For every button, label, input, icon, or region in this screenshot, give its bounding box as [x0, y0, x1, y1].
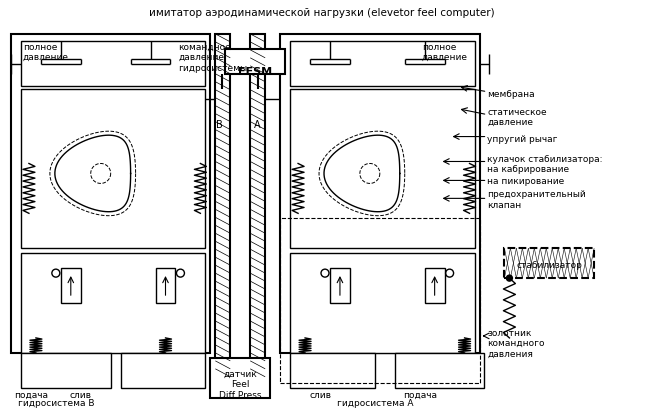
Bar [155, 268, 175, 303]
Bar [21, 254, 205, 353]
Bar [504, 249, 594, 279]
Text: подача: подача [402, 390, 437, 399]
Text: слив: слив [70, 390, 92, 399]
Text: слив: слив [309, 390, 331, 399]
Text: на пикирование: на пикирование [488, 177, 565, 186]
Text: мембрана: мембрана [488, 90, 535, 99]
Bar [290, 90, 475, 249]
Bar [21, 90, 205, 249]
Text: предохранительный
клапан: предохранительный клапан [488, 190, 586, 209]
Bar [215, 35, 230, 373]
Bar [21, 42, 205, 87]
Bar [11, 35, 210, 353]
Text: EFSM: EFSM [238, 67, 272, 76]
Bar [250, 35, 265, 373]
Text: полное
давление: полное давление [422, 43, 468, 62]
Text: датчик
Feel
Diff Press: датчик Feel Diff Press [219, 369, 261, 399]
Text: золотник
командного
давления: золотник командного давления [488, 328, 545, 358]
Bar [290, 353, 375, 388]
Bar [280, 35, 479, 353]
Bar [280, 219, 479, 383]
Bar [225, 50, 285, 74]
Bar [424, 268, 444, 303]
Text: подача: подача [14, 390, 48, 399]
Text: A: A [254, 119, 261, 129]
Bar [210, 358, 270, 398]
Text: статическое
давление: статическое давление [488, 108, 547, 127]
Text: командное
давление
гидросистемы: командное давление гидросистемы [179, 43, 248, 72]
Bar [61, 268, 81, 303]
Text: кулачок стабилизатора:
на кабрирование: кулачок стабилизатора: на кабрирование [488, 154, 603, 173]
Circle shape [506, 275, 512, 281]
Bar [21, 353, 111, 388]
Bar [121, 353, 205, 388]
Text: стабилизатор: стабилизатор [517, 261, 582, 270]
Text: полное
давление: полное давление [23, 43, 69, 62]
Bar [290, 254, 475, 353]
Bar [330, 268, 350, 303]
Text: имитатор аэродинамической нагрузки (elevetor feel computer): имитатор аэродинамической нагрузки (elev… [149, 8, 495, 18]
Text: B: B [216, 119, 223, 129]
Bar [395, 353, 484, 388]
Text: гидросистема А: гидросистема А [337, 398, 413, 407]
Text: упругий рычаг: упругий рычаг [488, 134, 558, 143]
Text: гидросистема В: гидросистема В [17, 398, 94, 407]
Bar [290, 42, 475, 87]
